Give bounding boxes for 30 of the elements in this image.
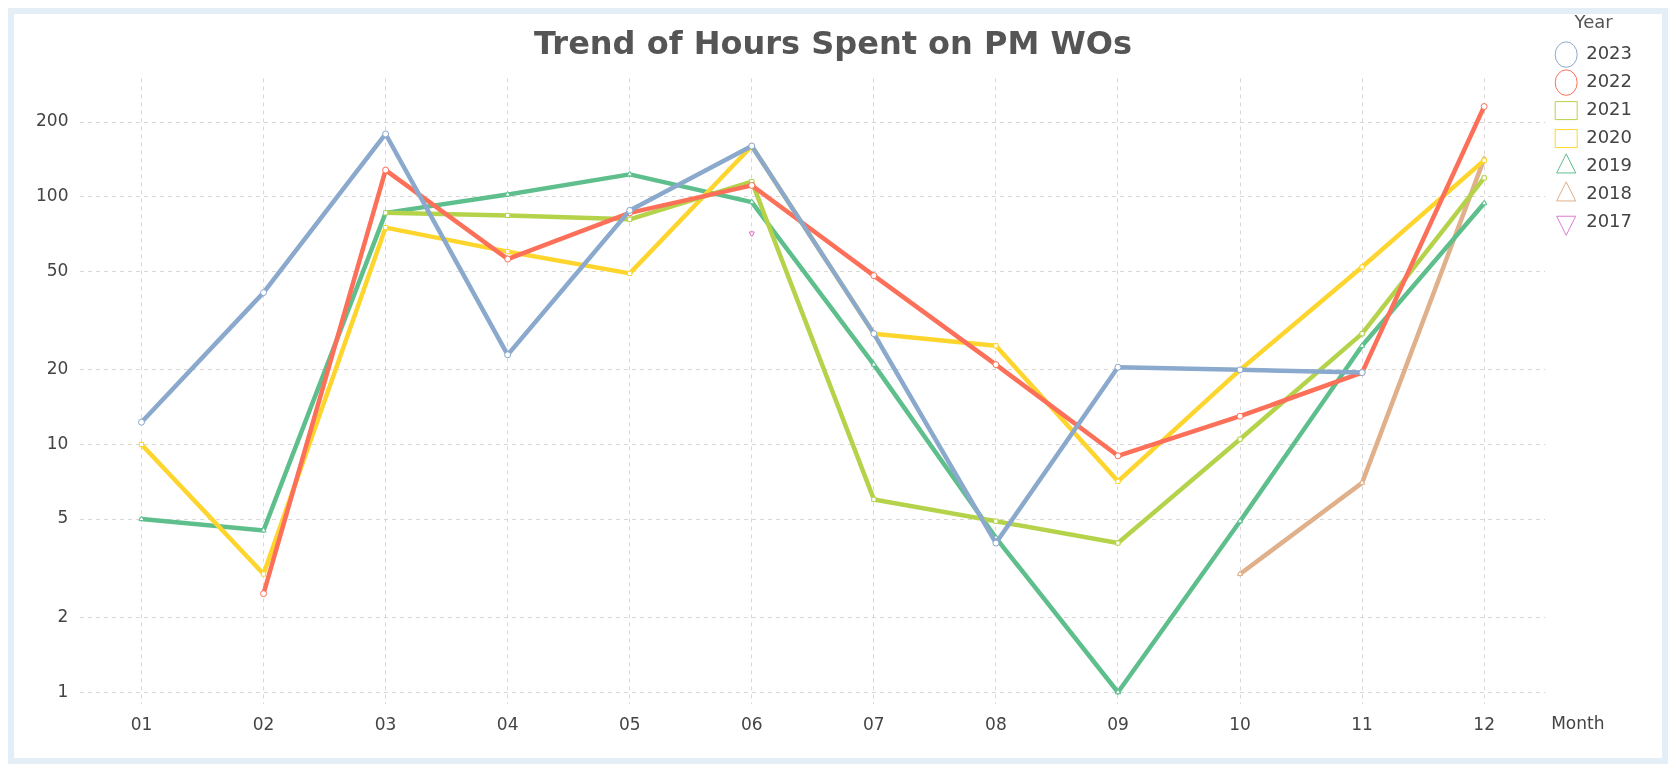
legend-label: 2023 [1586, 42, 1632, 64]
legend-label: 2019 [1586, 154, 1632, 176]
x-tick-label: 07 [863, 714, 885, 735]
x-tick-label: 11 [1351, 714, 1373, 735]
y-tick-label: 20 [46, 358, 69, 379]
legend-label: 2018 [1586, 182, 1632, 204]
x-tick-label: 02 [252, 714, 275, 735]
x-tick-label: 09 [1107, 714, 1129, 735]
y-tick-label: 50 [46, 259, 69, 280]
y-tick-label: 200 [35, 110, 69, 131]
legend-label: 2021 [1586, 98, 1632, 120]
y-tick-label: 2 [57, 606, 69, 627]
x-tick-label: 06 [740, 714, 763, 735]
x-tick-label: 04 [496, 714, 519, 735]
x-tick-label: 10 [1229, 714, 1251, 735]
y-tick-label: 5 [57, 507, 69, 528]
x-axis-title: Month [1551, 712, 1605, 733]
x-tick-label: 01 [130, 714, 153, 735]
legend-label: 2022 [1586, 70, 1632, 92]
x-tick-label: 05 [618, 714, 641, 735]
y-tick-label: 100 [35, 185, 69, 206]
x-tick-label: 03 [374, 714, 397, 735]
x-tick-label: 08 [985, 714, 1007, 735]
legend-label: 2020 [1586, 126, 1632, 148]
legend-label: 2017 [1586, 210, 1632, 232]
y-tick-label: 10 [46, 432, 69, 453]
chart-title: Trend of Hours Spent on PM WOs [534, 23, 1132, 62]
legend-title: Year [1573, 10, 1614, 32]
y-tick-label: 1 [57, 680, 69, 701]
x-tick-label: 12 [1473, 714, 1495, 735]
